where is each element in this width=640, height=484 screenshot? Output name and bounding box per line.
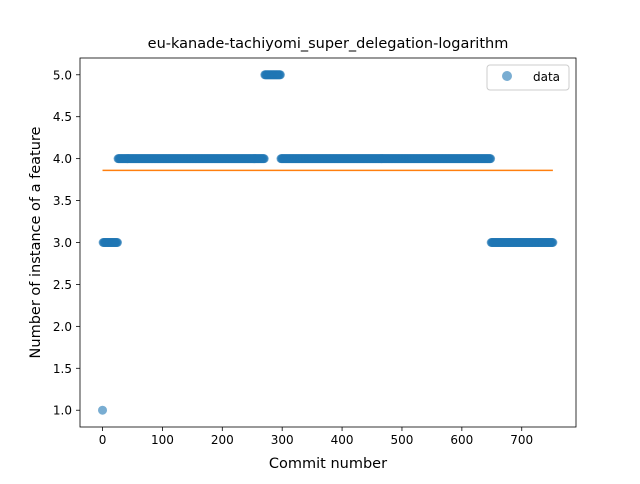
y-tick-label: 5.0 (53, 68, 72, 82)
y-tick-label: 3.0 (53, 236, 72, 250)
legend-label: data (533, 70, 560, 84)
x-tick-label: 400 (331, 433, 354, 447)
x-tick-label: 0 (99, 433, 107, 447)
x-tick-label: 700 (510, 433, 533, 447)
data-point (275, 70, 285, 80)
y-tick-label: 4.0 (53, 152, 72, 166)
y-tick-label: 2.5 (53, 278, 72, 292)
data-point (112, 238, 122, 247)
y-tick-label: 4.5 (53, 110, 72, 124)
y-axis: 1.0 1.5 2.0 2.5 3.0 3.5 4.0 4.5 5.0 (53, 68, 80, 418)
x-tick-label: 300 (271, 433, 294, 447)
y-tick-label: 3.5 (53, 194, 72, 208)
x-tick-label: 500 (391, 433, 414, 447)
data-point (486, 154, 496, 164)
plot-marks (98, 70, 558, 415)
data-point (259, 154, 269, 164)
y-axis-label: Number of instance of a feature (28, 126, 44, 358)
legend-marker (502, 71, 512, 81)
x-tick-label: 100 (151, 433, 174, 447)
y-tick-label: 2.0 (53, 320, 72, 334)
y-tick-label: 1.0 (53, 404, 72, 418)
x-axis: 0 100 200 300 400 500 600 700 (99, 427, 533, 447)
legend: data (486, 64, 570, 91)
chart-title: eu-kanade-tachiyomi_super_delegation-log… (148, 36, 509, 52)
data-point (98, 405, 108, 415)
y-tick-label: 1.5 (53, 362, 72, 376)
x-tick-label: 200 (211, 433, 234, 447)
x-axis-label: Commit number (269, 456, 387, 472)
data-point (548, 238, 558, 247)
x-tick-label: 600 (450, 433, 473, 447)
